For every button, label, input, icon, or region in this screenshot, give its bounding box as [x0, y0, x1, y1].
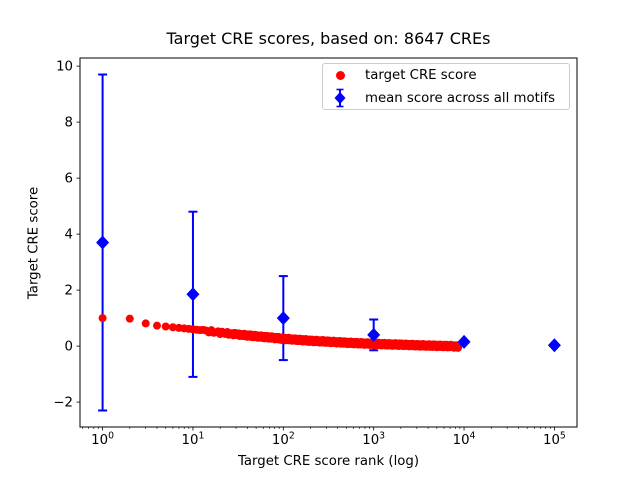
x-tick-label: 100: [91, 431, 114, 449]
y-tick-label: 2: [65, 284, 73, 299]
axes-frame: [79, 57, 578, 428]
target-score-series: [98, 314, 463, 352]
y-tick-label: 8: [65, 116, 73, 131]
x-tick-label: 104: [453, 431, 476, 449]
x-axis-label: Target CRE score rank (log): [237, 454, 420, 469]
y-tick-label: 10: [56, 60, 73, 75]
y-tick-label: 6: [65, 172, 73, 187]
red-circle-icon: [335, 70, 345, 80]
x-tick-label: 103: [362, 431, 385, 449]
mean-score-series: [96, 235, 561, 353]
y-tick-label: 0: [65, 340, 73, 355]
legend-marker-circle: [323, 70, 357, 80]
x-tick-label: 101: [182, 431, 205, 449]
x-axis-ticks: 100 101 102 103 104 105: [82, 427, 566, 449]
y-axis-ticks: −2 0 2 4 6 8 10: [53, 60, 80, 411]
legend-marker-diamond: [323, 87, 357, 109]
legend-entry-target: target CRE score: [323, 64, 569, 86]
legend-entry-mean: mean score across all motifs: [323, 87, 569, 109]
y-tick-label: 4: [65, 228, 73, 243]
y-tick-label: −2: [53, 396, 73, 411]
mean-errorbars: [98, 73, 379, 412]
x-tick-label: 102: [272, 431, 295, 449]
blue-diamond-errorbar-icon: [334, 88, 346, 108]
x-tick-label: 105: [543, 431, 566, 449]
chart-title: Target CRE scores, based on: 8647 CREs: [166, 29, 491, 48]
legend-label-target: target CRE score: [365, 67, 477, 83]
legend-label-mean: mean score across all motifs: [365, 90, 556, 106]
legend: target CRE score mean score across all m…: [322, 63, 570, 110]
